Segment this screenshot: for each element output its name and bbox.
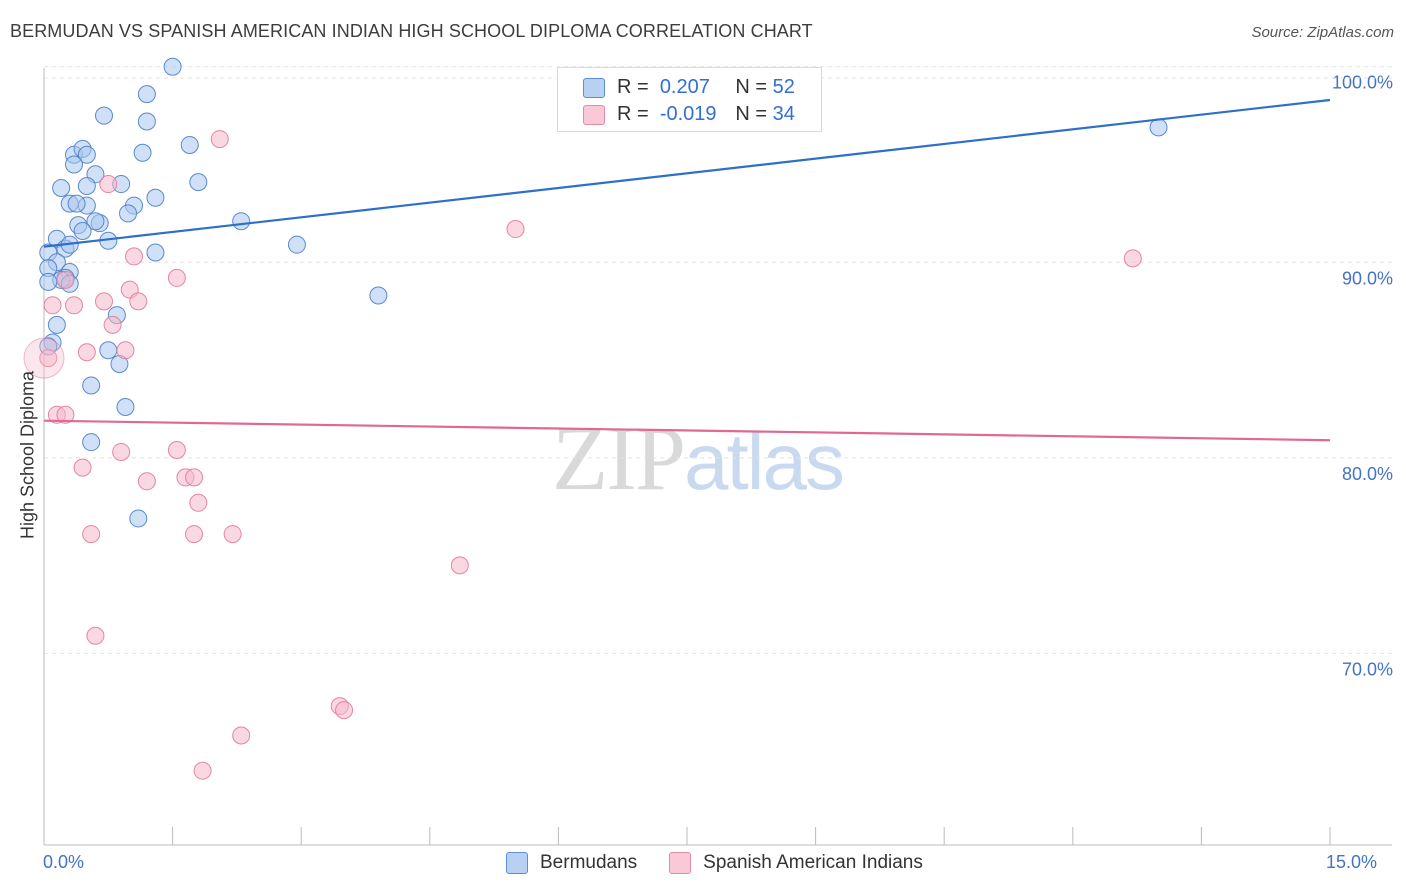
y-tick-label: 90.0% [1342,268,1393,288]
point-bermudans [65,155,84,174]
point-bermudans [137,85,156,104]
point-spanish-american-indian [125,247,144,266]
point-bermudans [137,112,156,131]
point-spanish-american-indian [167,441,186,459]
point-spanish-american-indian [39,349,58,368]
y-tick-label: 70.0% [1342,659,1393,679]
point-spanish-american-indian [506,220,525,239]
legend-label-bermudans: Bermudans [540,852,638,873]
point-spanish-american-indian [103,315,122,334]
legend-swatch-spanish-american-indians [583,104,605,125]
point-spanish-american-indian [82,525,101,544]
legend-row-spanish-american-indians: R = -0.019 N = 34 [583,103,795,126]
point-spanish-american-indian [185,525,204,544]
point-spanish-american-indian [73,458,92,477]
point-bermudans [1149,118,1168,137]
point-spanish-american-indian [137,472,156,491]
point-spanish-american-indian [56,270,75,289]
point-bermudans [116,397,135,416]
point-bermudans [67,194,86,213]
point-spanish-american-indian [185,468,204,487]
point-spanish-american-indian [95,292,114,311]
point-spanish-american-indian [232,726,251,745]
legend-label-spanish-american-indians: Spanish American Indians [703,852,923,873]
legend-n-value: 34 [772,103,795,125]
point-bermudans [82,376,101,395]
point-bermudans [146,243,165,262]
trend-line-bermudans [43,98,1331,248]
legend-swatch-bermudans [583,77,605,98]
point-spanish-american-indian [86,626,105,645]
point-bermudans [133,143,152,162]
y-axis-label: High School Diploma [17,370,38,540]
point-spanish-american-indian [112,442,131,461]
point-spanish-american-indian [77,343,96,362]
point-bermudans [52,178,71,197]
point-spanish-american-indian [223,525,242,544]
point-spanish-american-indian [193,761,212,780]
point-bermudans [99,341,118,360]
legend-item-bermudans[interactable]: Bermudans [506,852,637,874]
point-spanish-american-indian [167,268,186,287]
stats-legend: R = 0.207 N = 52 R = -0.019 N = 34 [557,67,822,132]
x-tick-label-min: 0.0% [43,852,85,872]
point-bermudans [163,57,182,76]
point-bermudans [119,204,138,223]
point-spanish-american-indian [335,701,354,720]
legend-r-value: -0.019 [659,103,717,125]
point-spanish-american-indian [189,493,208,512]
point-spanish-american-indian [56,405,75,424]
chart-title: BERMUDAN VS SPANISH AMERICAN INDIAN HIGH… [10,21,813,41]
legend-item-spanish-american-indians[interactable]: Spanish American Indians [669,852,923,874]
point-spanish-american-indian-large [23,337,65,379]
point-spanish-american-indian [116,341,135,360]
point-bermudans [39,272,58,291]
point-spanish-american-indian [65,296,84,315]
point-bermudans [82,433,101,452]
legend-r-value: 0.207 [659,76,710,98]
point-bermudans [77,177,96,196]
point-bermudans [95,106,114,125]
point-bermudans [369,286,388,305]
point-spanish-american-indian [1123,249,1142,268]
legend-swatch-spanish-american-indians [669,852,692,874]
point-spanish-american-indian [210,130,229,149]
legend-r-label: R = [617,103,649,125]
source-label: Source: ZipAtlas.com [1251,24,1394,41]
point-bermudans [180,135,199,154]
point-bermudans [232,212,251,231]
point-bermudans [47,315,66,334]
legend-n-label: N = [735,76,768,98]
legend-row-bermudans: R = 0.207 N = 52 [583,76,795,99]
point-spanish-american-indian [129,292,148,311]
point-spanish-american-indian [450,556,469,575]
series-legend: Bermudans Spanish American Indians [506,852,955,874]
point-bermudans [77,145,96,164]
trend-line-spanish-american-indian [43,419,1331,442]
point-bermudans [189,173,208,192]
point-bermudans [129,509,148,528]
x-tick-label-max: 15.0% [1326,852,1378,872]
point-bermudans [287,235,306,254]
legend-swatch-bermudans [506,852,528,874]
point-bermudans [73,221,92,240]
legend-n-label: N = [735,103,768,125]
point-spanish-american-indian [43,296,62,315]
legend-n-value: 52 [772,76,795,98]
y-tick-label: 100.0% [1332,73,1393,93]
point-bermudans [86,212,105,231]
legend-r-label: R = [617,76,649,98]
point-spanish-american-indian [99,175,118,194]
point-bermudans [146,188,165,207]
y-tick-label: 80.0% [1342,464,1393,484]
